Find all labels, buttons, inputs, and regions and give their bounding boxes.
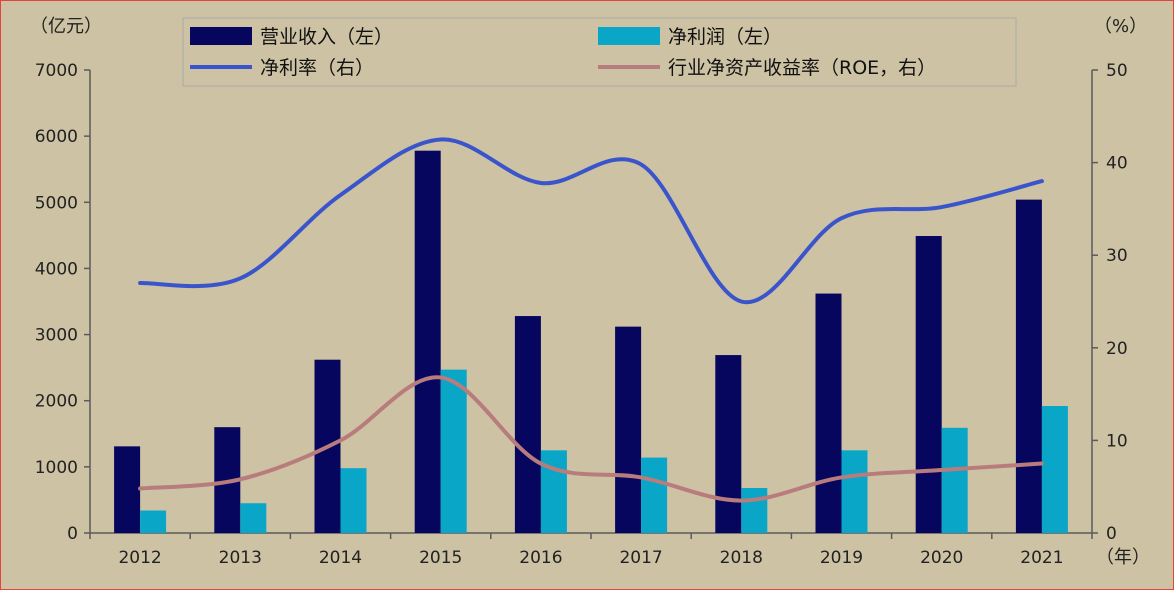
net-profit-bar-2015	[440, 369, 467, 533]
x-tick-label-2012: 2012	[118, 548, 161, 568]
net-profit-bar-2014	[340, 468, 367, 533]
net-profit-bar-2019	[841, 450, 868, 533]
net-profit-bar-2020	[941, 427, 968, 533]
x-tick-label-2020: 2020	[920, 548, 963, 568]
left-tick-label-6: 6000	[35, 127, 78, 147]
x-tick-label-2015: 2015	[419, 548, 462, 568]
net-profit-bar-2013	[240, 503, 267, 533]
revenue-bar-2021	[1015, 199, 1042, 533]
legend-label-revenue: 营业收入（左）	[260, 26, 393, 48]
left-tick-label-5: 5000	[35, 193, 78, 213]
right-tick-label-4: 40	[1106, 154, 1128, 174]
x-tick-label-2014: 2014	[319, 548, 362, 568]
revenue-bar-2012	[114, 446, 141, 533]
legend-label-roe: 行业净资产收益率（ROE，右）	[668, 57, 936, 79]
left-tick-label-1: 1000	[35, 458, 78, 478]
x-tick-label-2019: 2019	[820, 548, 863, 568]
left-tick-label-2: 2000	[35, 392, 78, 412]
revenue-bar-2020	[915, 236, 942, 534]
left-axis-unit: （亿元）	[30, 16, 102, 37]
x-tick-label-2018: 2018	[720, 548, 763, 568]
right-axis-unit: （%）	[1094, 16, 1147, 37]
x-tick-label-2016: 2016	[519, 548, 562, 568]
legend-swatch-revenue	[190, 27, 252, 45]
net-profit-bar-2017	[641, 457, 668, 533]
x-tick-label-2017: 2017	[619, 548, 662, 568]
left-tick-label-7: 7000	[35, 61, 78, 81]
revenue-bar-2019	[815, 293, 842, 533]
legend-label-net-profit: 净利润（左）	[668, 26, 782, 48]
roe-line	[138, 375, 1044, 503]
revenue-bar-2018	[715, 355, 742, 533]
x-tick-label-2013: 2013	[219, 548, 262, 568]
left-tick-label-4: 4000	[35, 259, 78, 279]
left-tick-label-3: 3000	[35, 326, 78, 346]
revenue-bar-2015	[414, 150, 441, 534]
legend: 营业收入（左） 净利润（左） 净利率（右） 行业净资产收益率（ROE，右）	[182, 17, 1017, 87]
x-tick-label-2021: 2021	[1020, 548, 1063, 568]
net-profit-bar-2012	[140, 510, 167, 533]
net-margin-line	[138, 137, 1044, 305]
right-tick-label-3: 30	[1106, 246, 1128, 266]
net-profit-bar-2021	[1041, 406, 1068, 533]
revenue-bar-2017	[615, 326, 642, 533]
right-tick-label-0: 0	[1106, 524, 1117, 544]
right-tick-label-5: 50	[1106, 61, 1128, 81]
left-tick-label-0: 0	[67, 524, 78, 544]
legend-swatch-net-profit	[598, 27, 660, 45]
net-profit-bar-2016	[540, 450, 567, 533]
x-axis-unit: （年）	[1096, 547, 1150, 568]
revenue-bar-2016	[514, 316, 541, 533]
legend-label-net-margin: 净利率（右）	[260, 57, 374, 79]
net-profit-bar-2018	[741, 488, 768, 533]
right-tick-label-2: 20	[1106, 339, 1128, 359]
right-tick-label-1: 10	[1106, 431, 1128, 451]
legend-box	[182, 17, 1017, 87]
